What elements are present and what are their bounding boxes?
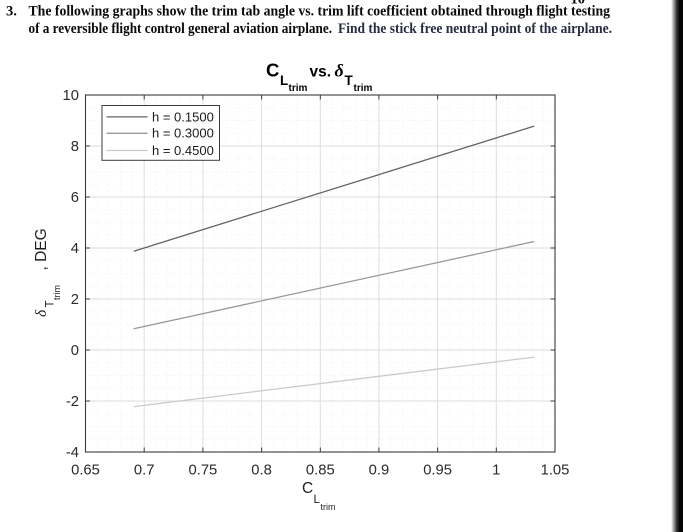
- svg-text:0.85: 0.85: [306, 462, 335, 478]
- svg-text:, DEG: , DEG: [33, 228, 50, 270]
- svg-text:Find the stick free neutral po: Find the stick free neutral point of the…: [338, 21, 612, 37]
- svg-text:trim: trim: [52, 285, 62, 300]
- svg-text:1.05: 1.05: [541, 462, 570, 478]
- svg-text:h = 0.1500: h = 0.1500: [152, 109, 214, 124]
- svg-text:δ: δ: [335, 61, 344, 81]
- svg-text:T: T: [345, 73, 354, 88]
- svg-text:4: 4: [71, 241, 79, 257]
- svg-text:trim: trim: [321, 502, 336, 512]
- svg-text:0.9: 0.9: [369, 462, 390, 478]
- svg-text:10: 10: [63, 88, 79, 104]
- svg-text:h = 0.4500: h = 0.4500: [152, 143, 214, 158]
- svg-text:L: L: [314, 494, 321, 506]
- svg-text:3.: 3.: [6, 3, 17, 19]
- svg-text:C: C: [266, 60, 279, 81]
- svg-text:10: 10: [571, 0, 586, 7]
- svg-text:L: L: [280, 73, 288, 88]
- svg-text:0.95: 0.95: [423, 462, 452, 478]
- svg-text:-2: -2: [66, 394, 79, 410]
- svg-text:trim: trim: [354, 83, 373, 94]
- svg-text:The following graphs show the: The following graphs show the trim tab a…: [29, 3, 611, 19]
- svg-text:0: 0: [71, 343, 79, 359]
- svg-text:δ: δ: [33, 309, 50, 317]
- svg-text:C: C: [302, 480, 313, 497]
- svg-text:1: 1: [492, 462, 500, 478]
- svg-text:trim: trim: [289, 83, 308, 94]
- svg-text:-4: -4: [66, 445, 79, 461]
- svg-text:6: 6: [71, 190, 79, 206]
- svg-text:of a reversible flight control: of a reversible flight control general a…: [29, 21, 333, 37]
- svg-text:0.75: 0.75: [188, 462, 217, 478]
- svg-text:8: 8: [71, 139, 79, 155]
- svg-text:0.65: 0.65: [71, 462, 100, 478]
- svg-text:2: 2: [71, 292, 79, 308]
- svg-text:T: T: [45, 300, 57, 307]
- svg-text:h = 0.3000: h = 0.3000: [152, 126, 214, 141]
- svg-text:vs.: vs.: [310, 64, 332, 81]
- svg-text:0.7: 0.7: [134, 462, 155, 478]
- svg-text:0.8: 0.8: [251, 462, 272, 478]
